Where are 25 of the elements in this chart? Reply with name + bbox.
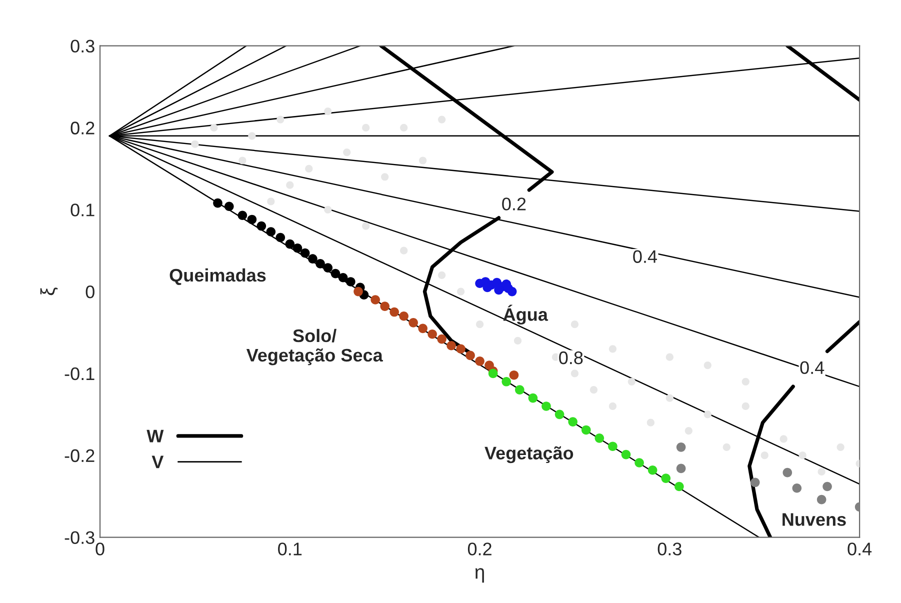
annotation: 0.4: [800, 361, 824, 374]
annotation: Água: [503, 304, 548, 325]
annotation: 0.2: [502, 198, 526, 210]
y-tick-label: 0.3: [70, 40, 94, 53]
annotation: 0.4: [633, 250, 658, 263]
x-tick-label: 0.3: [658, 542, 682, 556]
annotation: 0.8: [559, 351, 583, 364]
legend-label: W: [146, 430, 164, 442]
annotation: Queimadas: [170, 268, 266, 286]
x-axis-title: η: [475, 568, 484, 583]
annotation: Solo/ Vegetação Seca: [246, 328, 383, 366]
y-tick-label: -0.3: [64, 531, 94, 544]
x-tick-label: 0.2: [468, 542, 492, 556]
y-axis-title: ξ: [40, 288, 58, 296]
legend-label: V: [152, 456, 164, 468]
y-tick-label: 0: [86, 285, 94, 298]
annotation: Vegetação: [484, 446, 574, 464]
y-tick-label: -0.1: [64, 367, 94, 380]
annotation: Nuvens: [782, 513, 846, 526]
x-tick-label: 0.1: [278, 542, 302, 556]
y-tick-label: 0.2: [70, 122, 94, 134]
x-tick-label: 0.4: [848, 542, 872, 556]
x-tick-label: 0: [96, 542, 104, 556]
y-tick-label: -0.2: [64, 449, 94, 462]
y-tick-label: 0.1: [70, 204, 94, 216]
